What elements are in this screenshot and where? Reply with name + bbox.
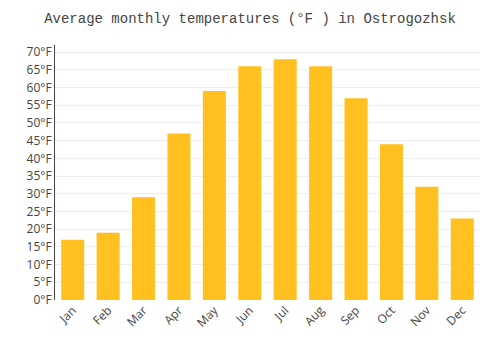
svg-text:Apr: Apr xyxy=(160,302,186,328)
svg-text:Oct: Oct xyxy=(373,302,399,328)
svg-text:Dec: Dec xyxy=(442,302,469,329)
svg-text:65°F: 65°F xyxy=(27,61,52,78)
svg-text:40°F: 40°F xyxy=(27,150,52,167)
svg-text:50°F: 50°F xyxy=(27,114,52,131)
svg-text:Jun: Jun xyxy=(231,302,256,327)
svg-text:55°F: 55°F xyxy=(27,96,52,113)
svg-text:20°F: 20°F xyxy=(27,220,52,237)
svg-text:45°F: 45°F xyxy=(27,132,52,149)
svg-text:May: May xyxy=(193,301,222,330)
svg-text:25°F: 25°F xyxy=(27,203,52,220)
svg-text:0°F: 0°F xyxy=(33,291,51,308)
svg-text:15°F: 15°F xyxy=(27,238,52,255)
svg-text:Nov: Nov xyxy=(406,302,434,330)
svg-text:Sep: Sep xyxy=(336,302,363,329)
svg-text:35°F: 35°F xyxy=(27,167,52,184)
svg-text:Jan: Jan xyxy=(55,302,80,327)
svg-text:10°F: 10°F xyxy=(27,256,52,273)
svg-text:60°F: 60°F xyxy=(27,79,52,96)
svg-text:Feb: Feb xyxy=(89,302,115,328)
svg-text:30°F: 30°F xyxy=(27,185,52,202)
svg-text:70°F: 70°F xyxy=(27,43,52,60)
svg-text:Mar: Mar xyxy=(123,302,151,330)
svg-text:Jul: Jul xyxy=(270,302,292,324)
svg-text:5°F: 5°F xyxy=(33,273,51,290)
svg-text:Aug: Aug xyxy=(300,302,328,330)
svg-text:Average monthly temperatures (: Average monthly temperatures (°F ) in Os… xyxy=(44,11,456,27)
